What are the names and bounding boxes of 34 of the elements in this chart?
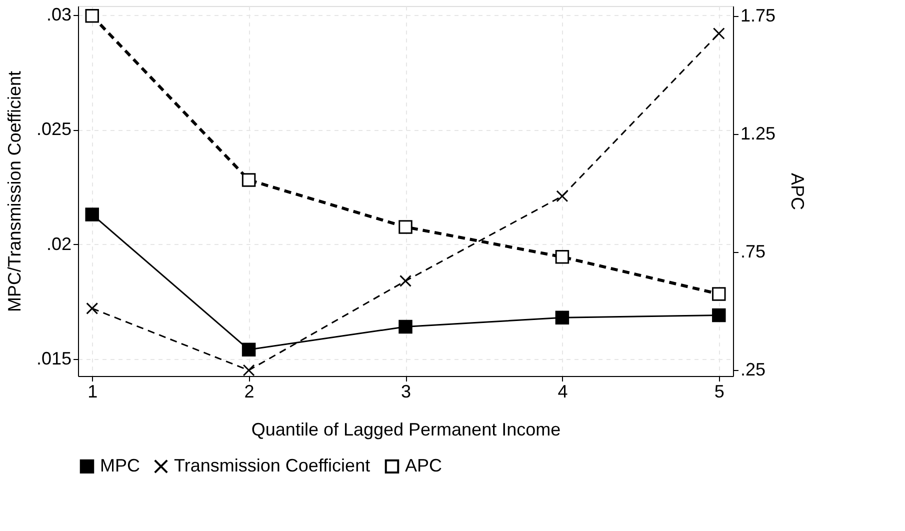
point [242,173,256,187]
y-tick-label: .015 [36,348,72,368]
x-axis-title: Quantile of Lagged Permanent Income [251,420,561,440]
y2-axis-title: APC [788,172,808,210]
y2-tick-label: 1.75 [740,5,776,26]
x-tick-label: 1 [88,382,98,402]
point [242,342,256,357]
point [86,302,98,314]
point [555,250,570,264]
y2-tick-label: .75 [740,241,766,262]
point [555,310,570,324]
y-axis-title: MPC/Transmission Coefficient [4,70,24,312]
legend-label: APC [405,455,442,476]
point [85,9,99,23]
point [712,287,726,301]
point [712,308,726,322]
y2-tick-label: .25 [740,360,766,380]
point [400,274,412,287]
point [712,28,725,40]
x-tick-label: 3 [400,382,412,402]
point [242,364,255,376]
x-tick-label: 2 [244,382,254,402]
point [398,220,412,234]
x-tick-label: 5 [714,382,724,402]
x-tick-label: 4 [558,382,568,402]
point [85,208,99,222]
point [556,190,568,202]
y-tick-label: .02 [46,234,72,254]
point [398,320,412,334]
y-tick-label: .025 [36,119,72,140]
legend-label: Transmission Coefficient [174,455,370,476]
y2-tick-label: 1.25 [740,123,776,144]
legend-label: MPC [100,455,140,476]
y-tick-label: .03 [46,4,72,25]
